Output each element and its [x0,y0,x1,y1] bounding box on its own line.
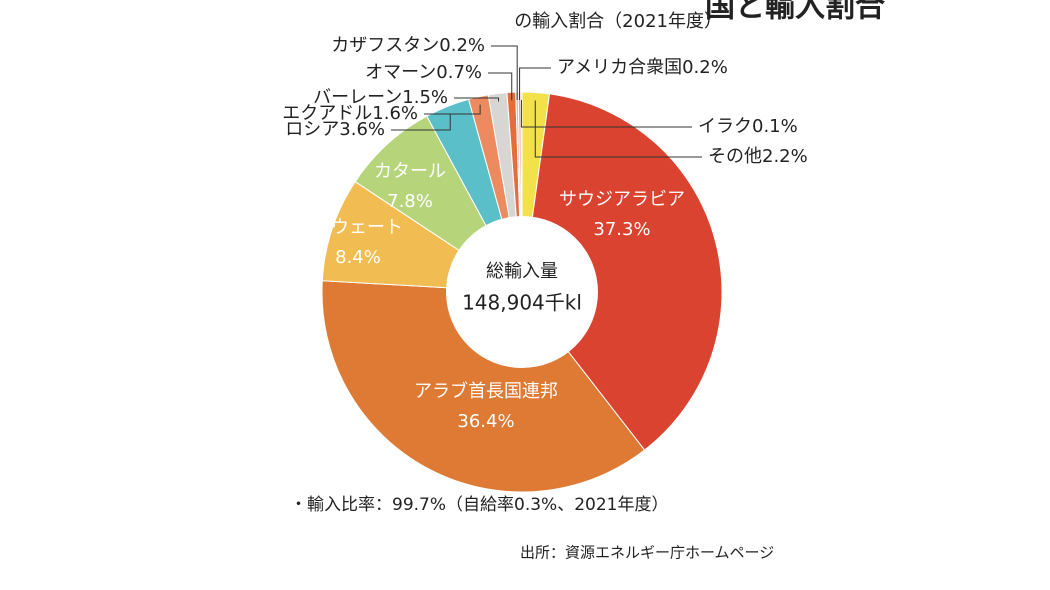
value-label: 37.3% [593,219,650,240]
value-label: 36.4% [457,411,514,432]
slice-label: ロシア3.6% [285,119,385,140]
slice-label: オマーン0.7% [365,62,482,83]
value-label: 2.2% [762,146,808,167]
slice-label: クウェート [313,217,403,238]
leader-line [491,45,518,101]
leader-line [488,72,513,101]
slice-label: カタール [374,161,446,182]
donut-hole [446,216,598,368]
value-label: 0.2% [682,57,728,78]
slice-label: エクアドル1.6% [282,103,418,124]
slice-label: サウジアラビア [559,189,685,210]
note: 出所：資源エネルギー庁ホームページ [520,544,774,562]
note: ・輸入比率：99.7%（自給率0.3%、2021年度） [290,495,668,515]
value-label: 7.8% [387,191,433,212]
leader-line [534,100,702,158]
value-label: 0.7% [436,62,482,83]
category-name: その他 [708,146,762,167]
category-name: ロシア [285,119,339,140]
slice [521,93,723,451]
leader-line [454,97,500,102]
value-label: 0.2% [439,35,485,56]
value-label: 1.5% [402,87,448,108]
category-name: アメリカ合衆国 [557,57,682,78]
category-name: バーレーン [313,87,402,108]
slice [520,91,523,293]
value-label: 3.6% [339,119,385,140]
leader-line [424,104,481,115]
value-label: 0.1% [752,116,798,137]
value-label: 1.6% [372,103,418,124]
center-label: 総輸入量 [486,261,558,282]
value-label: 8.4% [335,247,381,268]
slice-label: アメリカ合衆国0.2% [557,57,728,78]
slice [321,280,646,493]
leader-line [391,113,451,131]
center-label: 148,904千kl [462,291,582,315]
chart-title: 国と輸入割合 [705,0,885,25]
chart-subtitle: の輸入割合（2021年度） [514,11,722,32]
leader-line [520,100,692,128]
slice-label: アラブ首長国連邦 [414,380,558,402]
category-name: エクアドル [282,103,372,124]
leader-line [519,67,551,101]
category-name: カザフスタン [331,35,439,56]
category-name: イラク [698,116,752,137]
slice-label: イラク0.1% [698,116,798,137]
slice-label: バーレーン1.5% [313,87,448,108]
category-name: オマーン [365,62,436,83]
slice-label: カザフスタン0.2% [331,35,485,56]
slice-label: その他2.2% [708,146,808,167]
